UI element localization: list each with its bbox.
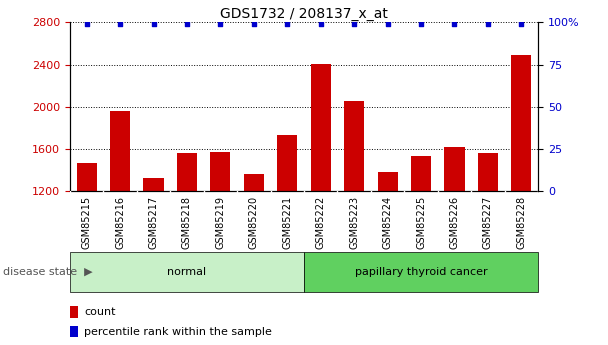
Bar: [70, 326, 78, 337]
Text: GSM85227: GSM85227: [483, 196, 493, 249]
Point: [182, 21, 192, 27]
Text: GSM85225: GSM85225: [416, 196, 426, 249]
Bar: [344, 101, 364, 191]
Bar: [210, 152, 230, 191]
Point: [215, 21, 225, 27]
Bar: [311, 63, 331, 191]
Bar: [277, 136, 297, 191]
Bar: [411, 156, 431, 191]
Bar: [511, 55, 531, 191]
Bar: [478, 154, 498, 191]
Bar: [70, 306, 78, 317]
Text: GSM85220: GSM85220: [249, 196, 259, 249]
Text: GSM85217: GSM85217: [148, 196, 159, 249]
Bar: [77, 163, 97, 191]
Text: GSM85218: GSM85218: [182, 196, 192, 249]
Point: [383, 21, 393, 27]
Bar: [378, 172, 398, 191]
Point: [517, 21, 527, 27]
Point: [316, 21, 326, 27]
Point: [115, 21, 125, 27]
Point: [249, 21, 259, 27]
Text: percentile rank within the sample: percentile rank within the sample: [84, 327, 272, 337]
Point: [449, 21, 460, 27]
Point: [349, 21, 359, 27]
Bar: [444, 147, 465, 191]
Text: GSM85222: GSM85222: [316, 196, 326, 249]
Text: GSM85223: GSM85223: [349, 196, 359, 249]
Text: GSM85216: GSM85216: [115, 196, 125, 249]
Text: GSM85226: GSM85226: [449, 196, 460, 249]
Point: [483, 21, 493, 27]
Bar: [70, 252, 304, 292]
Title: GDS1732 / 208137_x_at: GDS1732 / 208137_x_at: [220, 7, 388, 21]
Text: disease state  ▶: disease state ▶: [3, 267, 92, 277]
Point: [81, 21, 91, 27]
Bar: [244, 174, 264, 191]
Point: [282, 21, 292, 27]
Text: count: count: [84, 307, 116, 317]
Text: GSM85215: GSM85215: [81, 196, 92, 249]
Text: GSM85221: GSM85221: [282, 196, 292, 249]
Text: GSM85219: GSM85219: [215, 196, 226, 249]
Point: [148, 21, 158, 27]
Bar: [304, 252, 538, 292]
Bar: [110, 111, 130, 191]
Text: papillary thyroid cancer: papillary thyroid cancer: [354, 267, 488, 277]
Point: [416, 21, 426, 27]
Bar: [143, 178, 164, 191]
Text: GSM85228: GSM85228: [516, 196, 527, 249]
Bar: [177, 154, 197, 191]
Text: GSM85224: GSM85224: [382, 196, 393, 249]
Text: normal: normal: [167, 267, 207, 277]
